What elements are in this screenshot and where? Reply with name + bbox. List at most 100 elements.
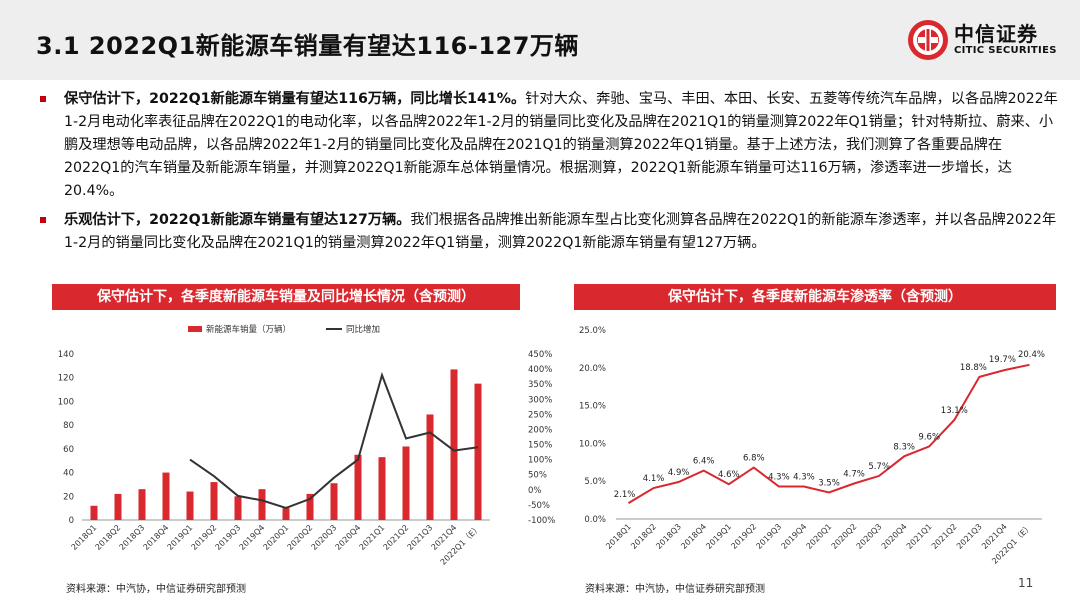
x-tick-label: 2018Q4 [679, 522, 708, 551]
bar-sales [258, 489, 266, 520]
y-left-tick-label: 40 [63, 469, 74, 479]
line-penetration [627, 363, 1030, 504]
bullet-optimistic-lead: 乐观估计下，2022Q1新能源车销量有望达127万辆。 [64, 212, 411, 228]
data-label: 4.7% [843, 469, 865, 479]
data-label: 8.3% [893, 442, 915, 452]
y-right-tick-label: -100% [528, 516, 555, 526]
bar-sales [426, 414, 434, 520]
x-tick-label: 2021Q1 [905, 522, 934, 551]
data-label: 4.6% [718, 470, 740, 480]
chart1-title: 保守估计下，各季度新能源车销量及同比增长情况（含预测） [52, 284, 520, 310]
legend-label-sales: 新能源车销量（万辆） [206, 324, 291, 335]
bar-sales [186, 491, 194, 520]
bullet-optimistic: 乐观估计下，2022Q1新能源车销量有望达127万辆。我们根据各品牌推出新能源车… [38, 209, 1058, 255]
slide-header: 3.1 2022Q1新能源车销量有望达116-127万辆 中信证券 CITIC … [0, 0, 1080, 80]
data-label: 9.6% [918, 432, 940, 442]
y-right-tick-label: 450% [528, 350, 552, 360]
y-left-tick-label: 20 [63, 492, 74, 502]
bar-sales [450, 369, 458, 520]
logo-text-cn: 中信证券 [954, 22, 1038, 46]
data-label: 20.4% [1018, 350, 1045, 360]
data-label: 19.7% [989, 355, 1016, 365]
bar-sales [210, 482, 218, 520]
x-tick-label: 2020Q4 [334, 523, 363, 552]
x-tick-label: 2019Q3 [214, 523, 243, 552]
x-tick-label: 2021Q3 [406, 523, 435, 552]
y-right-tick-label: 400% [528, 365, 552, 375]
y-left-tick-label: 100 [58, 397, 74, 407]
legend-swatch-sales [188, 326, 202, 332]
bar-sales [90, 505, 98, 520]
x-tick-label: 2021Q1 [358, 523, 387, 552]
line-yoy [189, 371, 479, 509]
x-tick-label: 2018Q2 [94, 523, 123, 552]
data-label: 3.5% [818, 479, 840, 489]
data-label: 13.1% [941, 406, 968, 416]
x-tick-label: 2019Q2 [190, 523, 219, 552]
bar-sales [306, 493, 314, 520]
x-tick-label: 2019Q2 [729, 522, 758, 551]
bar-sales [282, 508, 290, 520]
x-tick-label: 2020Q2 [830, 522, 859, 551]
x-tick-label: 2018Q4 [142, 523, 171, 552]
y-left-tick-label: 80 [63, 421, 74, 431]
x-tick-label: 2019Q4 [238, 523, 267, 552]
bar-sales [474, 383, 482, 520]
data-label: 18.8% [960, 363, 987, 373]
x-tick-label: 2018Q1 [70, 523, 99, 552]
x-tick-label: 2020Q1 [805, 522, 834, 551]
bar-sales [402, 446, 410, 520]
legend-label-yoy: 同比增加 [346, 324, 380, 335]
bullet-conservative-body: 针对大众、奔驰、宝马、丰田、本田、长安、五菱等传统汽车品牌，以各品牌2022年1… [64, 91, 1058, 199]
bullet-conservative: 保守估计下，2022Q1新能源车销量有望达116万辆，同比增长141%。针对大众… [38, 88, 1058, 203]
bullet-optimistic-body: 我们根据各品牌推出新能源车型占比变化测算各品牌在2022Q1的新能源车渗透率，并… [64, 212, 1057, 251]
y-right-tick-label: 200% [528, 425, 552, 435]
y-right-tick-label: 350% [528, 380, 552, 390]
x-tick-label: 2020Q1 [262, 523, 291, 552]
bullet-list: 保守估计下，2022Q1新能源车销量有望达116万辆，同比增长141%。针对大众… [38, 88, 1058, 261]
chart1-source: 资料来源：中汽协，中信证券研究部预测 [66, 584, 246, 595]
chart2-source: 资料来源：中汽协，中信证券研究部预测 [585, 584, 765, 595]
page-number: 11 [1018, 576, 1034, 590]
x-tick-label: 2020Q2 [286, 523, 315, 552]
y-right-tick-label: 300% [528, 395, 552, 405]
data-label: 2.1% [614, 490, 636, 500]
y-right-tick-label: 150% [528, 441, 552, 451]
bullet-marker [40, 217, 46, 223]
y-tick-label: 0.0% [584, 515, 606, 525]
x-tick-label: 2019Q4 [780, 522, 809, 551]
data-label: 4.9% [668, 468, 690, 478]
data-label: 6.8% [743, 454, 765, 464]
y-right-tick-label: 50% [528, 471, 547, 481]
data-label: 5.7% [868, 462, 890, 472]
x-tick-label: 2019Q1 [166, 523, 195, 552]
y-right-tick-label: -50% [528, 501, 550, 511]
x-tick-label: 2018Q3 [654, 522, 683, 551]
x-tick-label: 2019Q1 [704, 522, 733, 551]
x-tick-label: 2018Q1 [604, 522, 633, 551]
y-tick-label: 25.0% [579, 326, 606, 336]
chart-penetration: 0.0% 5.0% 10.0% 15.0% 20.0% 25.0% 2.1% 4.1%4.9%… [579, 326, 1045, 566]
x-tick-label: 2020Q3 [310, 523, 339, 552]
y-tick-label: 15.0% [579, 402, 606, 412]
data-label: 4.1% [643, 474, 665, 484]
bullet-conservative-lead: 保守估计下，2022Q1新能源车销量有望达116万辆，同比增长141%。 [64, 91, 526, 107]
x-tick-label: 2018Q3 [118, 523, 147, 552]
y-left-tick-label: 140 [58, 350, 74, 360]
slide-title: 3.1 2022Q1新能源车销量有望达116-127万辆 [36, 32, 579, 60]
bar-sales [234, 496, 242, 520]
x-tick-label: 2020Q4 [880, 522, 909, 551]
bar-sales [138, 489, 146, 520]
x-tick-label: 2021Q2 [382, 523, 411, 552]
data-label: 6.4% [693, 457, 715, 467]
data-label: 4.3% [768, 472, 790, 482]
x-tick-label: 2019Q3 [754, 522, 783, 551]
chart2-title: 保守估计下，各季度新能源车渗透率（含预测） [574, 284, 1056, 310]
y-left-tick-label: 60 [63, 445, 74, 455]
bar-sales [330, 483, 338, 520]
logo-text-en: CITIC SECURITIES [954, 45, 1057, 56]
y-right-tick-label: 100% [528, 456, 552, 466]
bar-sales [162, 472, 170, 520]
citic-logo: 中信证券 CITIC SECURITIES [906, 16, 1066, 66]
y-left-tick-label: 0 [69, 516, 74, 526]
